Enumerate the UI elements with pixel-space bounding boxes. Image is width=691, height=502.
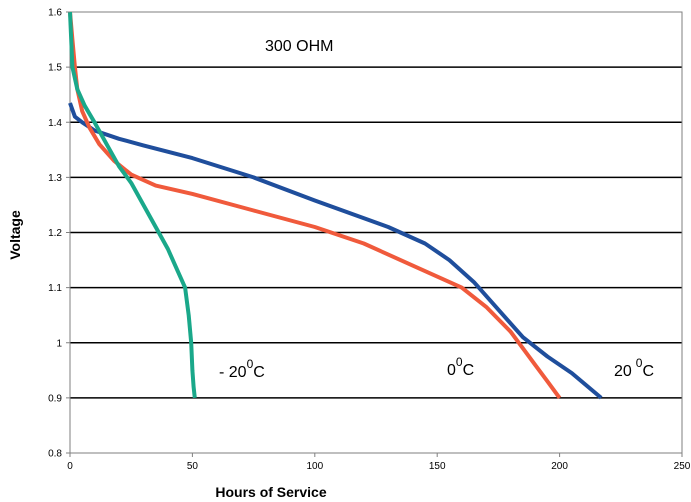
x-tick-label: 100: [306, 461, 323, 472]
y-tick-label: 1.2: [48, 228, 62, 239]
y-axis-ticks: 0.8 0.9 1 1.1 1.2 1.3 1.4 1.5 1.6: [48, 8, 70, 460]
y-tick-label: 0.9: [48, 393, 62, 404]
series-label-minus20c: - 200C: [219, 357, 265, 381]
x-tick-label: 50: [187, 461, 199, 472]
y-tick-label: 1.6: [48, 8, 62, 19]
series-line-20c: [68, 102, 603, 400]
series-line-minus20c: [68, 11, 197, 399]
y-tick-label: 1.5: [48, 63, 62, 74]
y-tick-label: 1.3: [48, 173, 62, 184]
x-tick-label: 200: [551, 461, 568, 472]
x-tick-label: 0: [67, 461, 73, 472]
x-axis-title: Hours of Service: [215, 484, 326, 500]
gridlines: [70, 66, 682, 399]
y-tick-label: 1: [56, 338, 62, 349]
series-label-20c: 20 0C: [614, 356, 654, 380]
series-label-0c: 00C: [447, 355, 474, 379]
y-tick-label: 1.4: [48, 118, 62, 129]
x-tick-label: 150: [429, 461, 446, 472]
x-axis-ticks: 0 50 100 150 200 250: [67, 453, 691, 472]
x-tick-label: 250: [674, 461, 691, 472]
y-tick-label: 1.1: [48, 283, 62, 294]
y-axis-title: Voltage: [7, 210, 23, 260]
y-tick-label: 0.8: [48, 449, 62, 460]
load-annotation: 300 OHM: [265, 38, 333, 55]
series-line-0c: [68, 11, 562, 400]
series-lines: [68, 11, 603, 400]
